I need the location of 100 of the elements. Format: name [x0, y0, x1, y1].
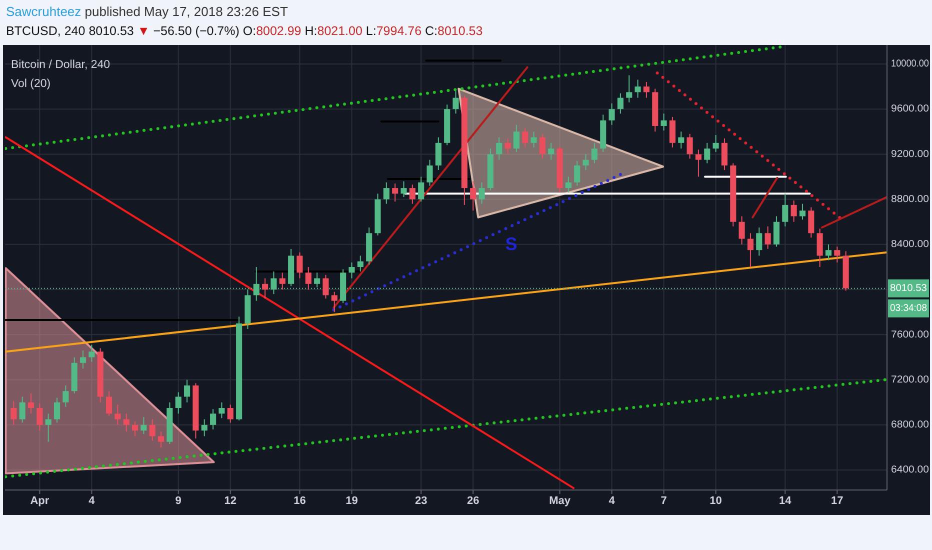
candlestick — [790, 200, 797, 222]
y-tick-label: 6400.00 — [891, 464, 930, 476]
candlestick — [262, 278, 268, 300]
candlestick — [496, 136, 502, 160]
candlestick — [36, 402, 43, 432]
candlestick — [392, 183, 398, 202]
candlestick — [296, 252, 303, 279]
y-tick-label: 10000.00 — [891, 58, 932, 70]
candlestick — [210, 408, 216, 430]
candlestick — [478, 182, 485, 204]
candlestick — [62, 384, 69, 408]
y-tick-label: 9600.00 — [891, 104, 930, 115]
candlestick — [201, 418, 208, 437]
candlestick — [834, 246, 840, 263]
x-tick-label: 4 — [608, 495, 616, 507]
candlestick — [799, 203, 806, 220]
candlestick — [158, 431, 164, 448]
candlestick — [574, 160, 580, 186]
candlestick — [348, 262, 355, 279]
candlestick — [357, 255, 364, 272]
candlestick — [435, 136, 442, 170]
candlestick — [808, 206, 814, 238]
candlestick — [764, 226, 771, 250]
candlestick — [522, 128, 528, 148]
candlestick — [747, 232, 754, 268]
x-tick-label: 26 — [466, 495, 480, 507]
annotation: Bitcoin / Dollar, 240 — [11, 59, 110, 71]
candlestick — [539, 133, 546, 160]
annotation: S — [505, 234, 518, 254]
candlestick — [626, 74, 632, 103]
candlestick — [426, 159, 433, 186]
candlestick — [504, 138, 511, 155]
candlestick — [175, 392, 182, 414]
candlestick — [634, 79, 641, 98]
candlestick — [322, 274, 329, 300]
candlestick — [149, 418, 156, 442]
candlestick — [608, 102, 615, 126]
candlestick — [782, 193, 788, 227]
candlestick — [704, 142, 710, 164]
candlestick — [331, 291, 338, 313]
candlestick — [565, 176, 572, 194]
candlestick — [591, 142, 598, 164]
x-tick-label: 12 — [224, 495, 236, 507]
candlestick — [530, 131, 537, 148]
y-tick-label: 8800.00 — [891, 194, 930, 205]
candlestick — [452, 90, 459, 114]
candlestick — [756, 227, 762, 256]
candlestick — [678, 131, 684, 150]
x-tick-label: 9 — [175, 495, 182, 507]
candlestick — [400, 180, 407, 198]
text: BTCUSD, 240 8010.53 ▼ −56.50 (−0.7%) O:8002.99 H:8021.00 L:7994.76 C:8010.53 — [6, 24, 483, 38]
candlestick — [773, 216, 780, 248]
x-tick-label: 17 — [831, 495, 844, 507]
x-tick-label: 14 — [779, 495, 792, 507]
candlestick — [669, 116, 676, 148]
candlestick — [712, 134, 719, 152]
candlestick — [695, 149, 702, 178]
candlestick — [19, 396, 26, 424]
annotation: Vol (20) — [11, 78, 51, 90]
text: 03:34:08 — [890, 303, 929, 314]
candlestick — [227, 404, 234, 424]
x-tick-label: 10 — [710, 495, 722, 507]
x-tick-label: 23 — [414, 495, 428, 507]
ref-line-label: 8010.53 — [890, 283, 928, 294]
candlestick — [140, 416, 147, 434]
candlestick — [106, 390, 112, 416]
x-tick-label: 7 — [660, 495, 667, 507]
candlestick — [114, 404, 121, 426]
candlestick — [10, 400, 17, 426]
candlestick — [305, 266, 312, 290]
candlestick — [825, 244, 832, 261]
candlestick — [660, 113, 667, 132]
x-tick-label: Apr — [30, 495, 50, 507]
y-tick-label: 9200.00 — [891, 148, 930, 160]
x-tick-label: 19 — [346, 495, 358, 507]
candlestick — [45, 413, 52, 442]
candlestick — [54, 397, 60, 424]
candlestick — [383, 182, 390, 204]
candlestick — [279, 272, 286, 290]
candlestick — [721, 138, 728, 170]
candlestick — [513, 124, 520, 152]
candlestick — [643, 82, 650, 98]
chart-title: Sawcruhteez published May 17, 2018 23:26 EST — [6, 4, 288, 19]
candlestick — [582, 154, 589, 170]
candlestick — [218, 402, 225, 419]
candlestick — [418, 176, 424, 202]
x-tick-label: 16 — [294, 495, 306, 507]
x-tick-label: 4 — [88, 495, 96, 507]
candlestick — [470, 180, 476, 212]
candlestick — [28, 392, 34, 414]
candlestick — [409, 184, 416, 204]
candlestick — [816, 228, 823, 268]
y-tick-label: 7200.00 — [891, 374, 930, 386]
candlestick — [123, 413, 130, 432]
candlestick — [738, 216, 745, 245]
y-tick-label: 6800.00 — [891, 420, 930, 431]
candlestick — [132, 421, 138, 437]
candlestick — [617, 92, 624, 114]
candlestick — [88, 344, 95, 362]
candlestick — [548, 142, 554, 160]
